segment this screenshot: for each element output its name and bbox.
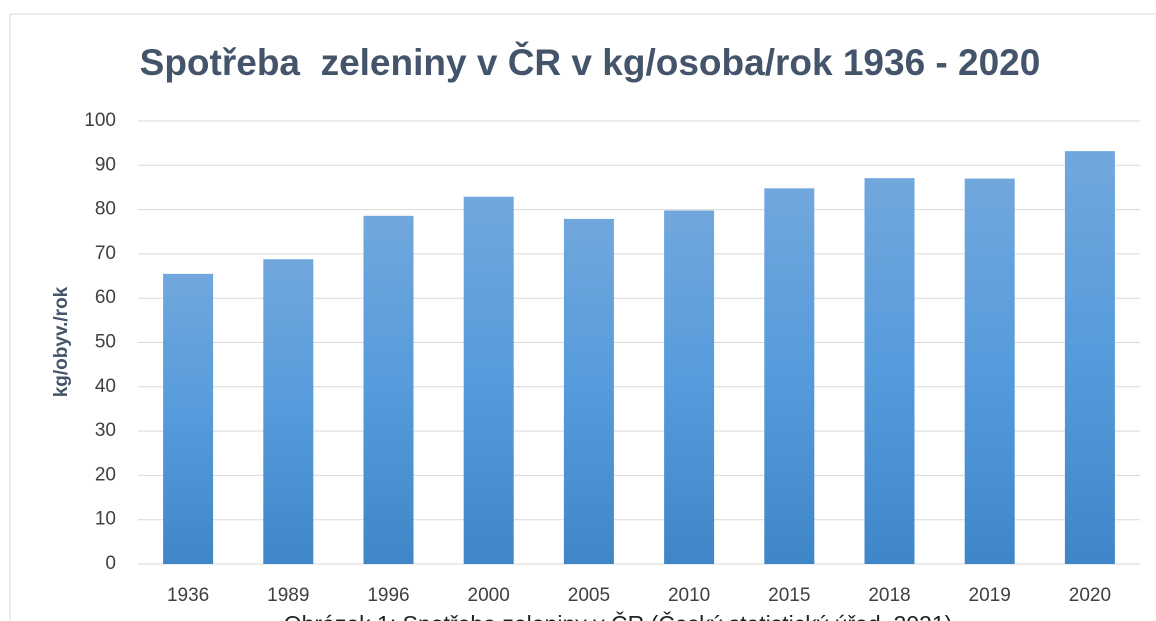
- x-tick-label: 1936: [167, 585, 209, 606]
- y-tick-label: 20: [95, 464, 116, 485]
- x-tick-label: 2020: [1069, 585, 1111, 606]
- x-tick-label: 2018: [868, 585, 910, 606]
- bar: [563, 218, 614, 564]
- x-tick-label: 2019: [969, 585, 1011, 606]
- bar: [263, 259, 314, 564]
- x-tick-label: 1989: [267, 585, 309, 606]
- x-tick-label: 1996: [367, 585, 409, 606]
- y-tick-label: 90: [95, 154, 116, 175]
- chart-title: Spotřeba zeleniny v ČR v kg/osoba/rok 19…: [140, 41, 1041, 83]
- y-tick-label: 100: [84, 110, 116, 131]
- y-tick-label: 60: [95, 287, 116, 308]
- bar: [664, 210, 715, 564]
- y-tick-label: 30: [95, 420, 116, 441]
- x-tick-label: 2015: [768, 585, 810, 606]
- bar: [463, 196, 514, 565]
- y-axis-label: kg/obyv./rok: [51, 286, 72, 397]
- bar: [163, 273, 214, 564]
- chart-frame: [9, 13, 1156, 621]
- y-tick-label: 70: [95, 243, 116, 264]
- x-tick-label: 2000: [468, 585, 510, 606]
- bar: [864, 178, 915, 564]
- caption: Obrázek 1: Spotřeba zeleniny v ČR (Český…: [284, 610, 953, 621]
- y-tick-label: 40: [95, 376, 116, 397]
- bar: [964, 178, 1015, 564]
- y-tick-label: 10: [95, 509, 116, 530]
- x-tick-label: 2010: [668, 585, 710, 606]
- bar: [1064, 151, 1115, 564]
- bar: [764, 188, 815, 564]
- y-tick-label: 0: [105, 553, 116, 574]
- y-tick-label: 50: [95, 332, 116, 353]
- y-tick-label: 80: [95, 199, 116, 220]
- bar: [363, 215, 414, 564]
- x-tick-label: 2005: [568, 585, 610, 606]
